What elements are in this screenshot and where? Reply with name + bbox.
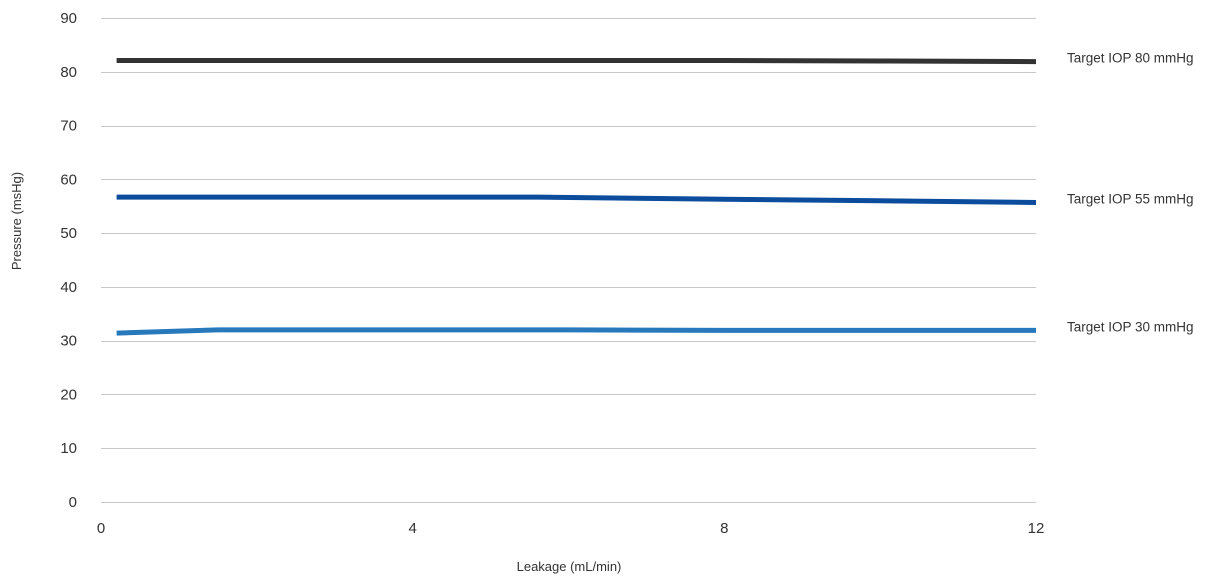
grid-lines [101, 18, 1036, 503]
y-tick-label: 90 [60, 10, 77, 27]
y-tick-label: 70 [60, 118, 77, 135]
x-axis-label: Leakage (mL/min) [517, 559, 622, 574]
y-tick-label: 80 [60, 64, 77, 81]
y-tick-label: 60 [60, 171, 77, 188]
y-axis-label: Pressure (msHg) [9, 172, 24, 270]
series-label-3: Target IOP 30 mmHg [1067, 319, 1194, 334]
y-tick-label: 30 [60, 333, 77, 350]
series-line-3 [116, 327, 1036, 336]
y-tick-label: 0 [69, 494, 77, 511]
x-tick-label: 0 [97, 520, 105, 537]
series-labels: Target IOP 80 mmHg Target IOP 55 mmHg Targ… [1067, 51, 1194, 335]
series-label-2: Target IOP 55 mmHg [1067, 191, 1194, 206]
y-tick-label: 20 [60, 386, 77, 403]
x-tick-label: 8 [720, 520, 728, 537]
y-axis-tick-labels: 0 10 20 30 40 50 60 70 80 90 [60, 10, 77, 511]
y-tick-label: 50 [60, 225, 77, 242]
series-line-2 [116, 194, 1037, 205]
data-series [116, 58, 1037, 336]
series-line-1 [116, 58, 1037, 65]
y-tick-label: 10 [60, 440, 77, 457]
x-tick-label: 12 [1028, 520, 1045, 537]
x-axis-tick-labels: 0 4 8 12 [97, 520, 1045, 537]
series-label-1: Target IOP 80 mmHg [1067, 51, 1194, 66]
x-tick-label: 4 [408, 520, 416, 537]
y-tick-label: 40 [60, 279, 77, 296]
